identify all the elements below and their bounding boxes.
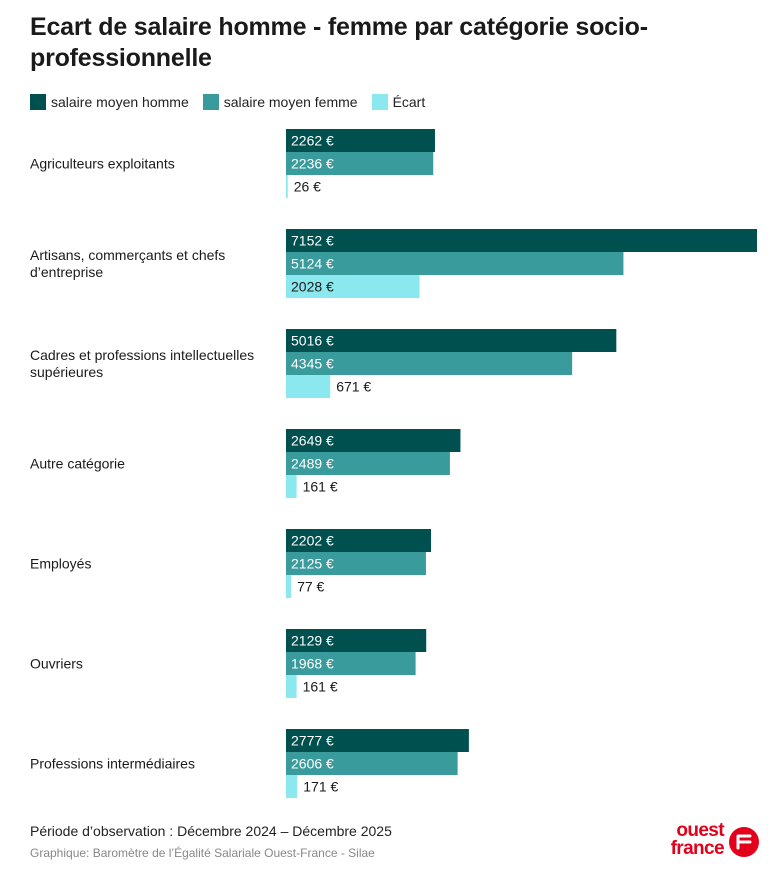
data-label: 2489 € — [291, 456, 334, 472]
legend-item-femme: salaire moyen femme — [202, 94, 358, 110]
data-label: 2262 € — [291, 133, 334, 149]
data-label: 161 € — [303, 479, 338, 495]
bar-ecart — [286, 475, 297, 498]
logo-word-france: france — [670, 838, 725, 859]
bar-homme — [286, 129, 435, 152]
bar-femme — [286, 752, 458, 775]
data-label: 26 € — [294, 179, 321, 195]
bar-ecart — [286, 575, 292, 598]
logo-mark-icon — [729, 827, 759, 857]
chart-title: Ecart de salaire homme - femme par catég… — [30, 13, 648, 72]
bar-femme — [286, 652, 416, 675]
category-label: Agriculteurs exploitants — [30, 156, 175, 172]
data-label: 2129 € — [291, 633, 334, 649]
legend-item-ecart: Écart — [371, 94, 426, 110]
category-label: Artisans, commerçants et chefs d’entrepri… — [30, 247, 225, 280]
bar-ecart — [286, 775, 298, 798]
bar-ecart — [286, 675, 297, 698]
category-label: Professions intermédiaires — [30, 756, 195, 772]
bar-homme — [286, 529, 432, 552]
legend-item-homme: salaire moyen homme — [30, 94, 189, 110]
data-label: 2236 € — [291, 156, 334, 172]
data-label: 1968 € — [291, 656, 334, 672]
legend-label-femme: salaire moyen femme — [223, 94, 358, 110]
data-label: 171 € — [303, 779, 338, 795]
data-label: 2649 € — [291, 433, 334, 449]
bar-ecart — [286, 175, 288, 198]
bar-femme — [286, 252, 624, 275]
data-label: 2606 € — [291, 756, 334, 772]
bar-ecart — [286, 375, 331, 398]
category-label: Cadres et professions intellectuelles sup… — [30, 347, 254, 380]
data-label: 5016 € — [291, 333, 334, 349]
legend-swatch-homme — [30, 94, 46, 110]
data-label: 7152 € — [291, 233, 334, 249]
bar-femme — [286, 152, 434, 175]
data-label: 671 € — [336, 379, 371, 395]
data-label: 2202 € — [291, 533, 334, 549]
legend-swatch-femme — [202, 94, 219, 110]
bar-homme — [286, 229, 757, 252]
bar-homme — [286, 729, 469, 752]
legend-label-homme: salaire moyen homme — [51, 94, 189, 110]
legend-swatch-ecart — [371, 94, 388, 110]
bar-homme — [286, 329, 617, 352]
bar-femme — [286, 452, 450, 475]
category-label: Employés — [30, 556, 91, 572]
data-label: 2028 € — [291, 279, 334, 295]
legend-label-ecart: Écart — [392, 94, 426, 110]
data-label: 161 € — [303, 679, 338, 695]
ouest-france-logo: ouest france — [652, 820, 762, 864]
data-label: 2125 € — [291, 556, 334, 572]
bar-ecart — [286, 275, 420, 298]
bar-homme — [286, 629, 427, 652]
bar-femme — [286, 352, 573, 375]
bar-homme — [286, 429, 461, 452]
observation-period: Période d’observation : Décembre 2024 – … — [30, 823, 392, 839]
category-label: Autre catégorie — [30, 456, 125, 472]
data-label: 2777 € — [291, 733, 334, 749]
data-label: 4345 € — [291, 356, 334, 372]
logo-word-ouest: ouest — [676, 820, 724, 841]
data-label: 5124 € — [291, 256, 334, 272]
category-label: Ouvriers — [30, 656, 83, 672]
source-credit: Graphique: Baromètre de l’Égalité Salari… — [30, 846, 375, 860]
bar-femme — [286, 552, 426, 575]
data-label: 77 € — [297, 579, 324, 595]
bar-chart: Agriculteurs exploitants 2262 € 2236 € 26 €… — [30, 129, 757, 798]
chart-legend: salaire moyen homme salaire moyen femme … — [30, 94, 439, 110]
